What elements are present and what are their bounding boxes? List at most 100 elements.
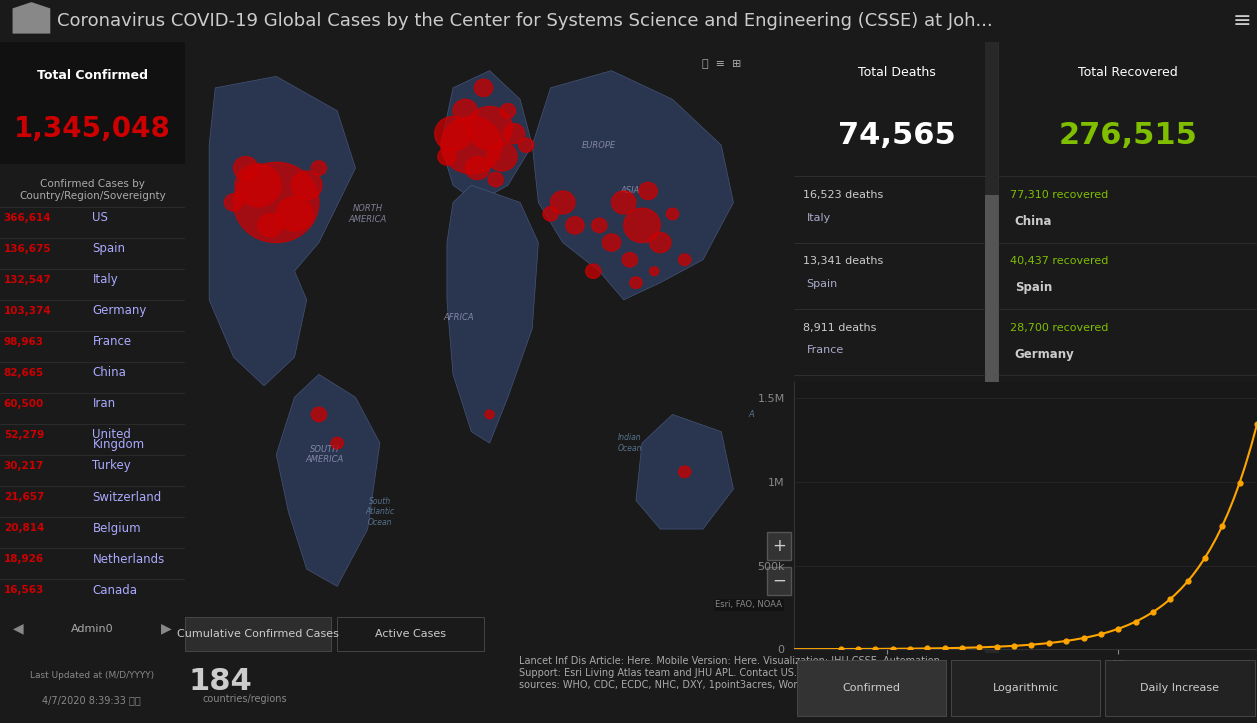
Point bbox=[1038, 637, 1058, 649]
Text: −: − bbox=[772, 572, 786, 590]
Circle shape bbox=[592, 218, 607, 233]
Text: Total Deaths: Total Deaths bbox=[859, 67, 935, 80]
Text: Spain: Spain bbox=[1014, 281, 1052, 294]
Point bbox=[1091, 628, 1111, 640]
Point bbox=[882, 643, 903, 654]
Text: Spain: Spain bbox=[93, 242, 126, 255]
Point bbox=[1212, 520, 1232, 531]
Text: 20,814: 20,814 bbox=[4, 523, 44, 533]
Point bbox=[1056, 635, 1076, 646]
Text: Iran: Iran bbox=[807, 478, 828, 488]
Point bbox=[1247, 419, 1257, 430]
Text: 77,310 recovered: 77,310 recovered bbox=[1009, 190, 1107, 200]
Text: Turkey: Turkey bbox=[93, 460, 131, 473]
Text: US: US bbox=[93, 211, 108, 224]
Circle shape bbox=[292, 171, 322, 200]
Text: Iran: Iran bbox=[93, 398, 116, 411]
Text: 24,236 recovered: 24,236 recovered bbox=[1009, 389, 1107, 399]
Circle shape bbox=[453, 99, 478, 122]
Circle shape bbox=[543, 207, 558, 221]
Text: 28,700 recovered: 28,700 recovered bbox=[1009, 322, 1107, 333]
Text: 74,565: 74,565 bbox=[838, 121, 955, 150]
Bar bbox=[337, 617, 484, 651]
Bar bbox=[185, 617, 331, 651]
Circle shape bbox=[437, 148, 456, 165]
Text: Belgium: Belgium bbox=[93, 521, 141, 534]
Text: United Kingdom: United Kingdom bbox=[807, 411, 896, 422]
Circle shape bbox=[650, 233, 671, 252]
Text: 103,374: 103,374 bbox=[4, 306, 52, 316]
Text: countries/regions: countries/regions bbox=[202, 693, 288, 703]
Text: Confirmed Cases by
Country/Region/Sovereignty: Confirmed Cases by Country/Region/Sovere… bbox=[19, 179, 166, 201]
Circle shape bbox=[441, 116, 502, 174]
Text: +: + bbox=[772, 537, 786, 555]
Text: Spain: Spain bbox=[807, 279, 838, 289]
Text: 184: 184 bbox=[189, 667, 251, 696]
Text: 19,581 recovered: 19,581 recovered bbox=[1009, 522, 1107, 531]
Text: 3,212 deaths: 3,212 deaths bbox=[803, 588, 876, 598]
Circle shape bbox=[622, 252, 637, 267]
Text: Logarithmic: Logarithmic bbox=[993, 683, 1058, 693]
Circle shape bbox=[639, 182, 657, 200]
Text: Switzerland: Switzerland bbox=[93, 490, 162, 503]
Text: 16,563: 16,563 bbox=[4, 585, 44, 595]
Circle shape bbox=[474, 80, 493, 96]
Polygon shape bbox=[277, 375, 380, 586]
Text: Italy: Italy bbox=[1014, 480, 1045, 493]
Text: 4/7/2020 8:39:33 上午: 4/7/2020 8:39:33 上午 bbox=[43, 695, 141, 705]
Point bbox=[987, 641, 1007, 652]
Text: France: France bbox=[1014, 613, 1060, 626]
Circle shape bbox=[551, 191, 574, 214]
Text: 52,279: 52,279 bbox=[4, 430, 44, 440]
Circle shape bbox=[650, 267, 659, 275]
Circle shape bbox=[500, 103, 515, 118]
Text: New York City New: New York City New bbox=[807, 544, 911, 555]
Text: South
Atlantic
Ocean: South Atlantic Ocean bbox=[366, 497, 395, 527]
Text: Netherlands: Netherlands bbox=[93, 552, 165, 565]
Circle shape bbox=[623, 208, 660, 242]
Text: 17,428 recovered: 17,428 recovered bbox=[1009, 588, 1109, 598]
Point bbox=[1178, 576, 1198, 587]
Circle shape bbox=[611, 191, 636, 214]
Circle shape bbox=[465, 157, 490, 179]
Text: 132,547: 132,547 bbox=[4, 275, 52, 285]
Circle shape bbox=[466, 106, 513, 150]
Text: Lancet Inf Dis Article: Here. Mobile Version: Here. Visualization: JHU CSSE. Aut: Lancet Inf Dis Article: Here. Mobile Ver… bbox=[519, 656, 939, 690]
Point bbox=[952, 642, 972, 654]
Circle shape bbox=[679, 466, 691, 477]
Circle shape bbox=[225, 194, 243, 211]
Text: York US: York US bbox=[807, 560, 846, 570]
Text: Italy: Italy bbox=[93, 273, 118, 286]
Text: Germany: Germany bbox=[1014, 348, 1075, 361]
Text: Admin0: Admin0 bbox=[72, 623, 113, 633]
Bar bbox=[0, 42, 185, 164]
Circle shape bbox=[331, 437, 343, 449]
Text: United: United bbox=[93, 429, 131, 442]
Polygon shape bbox=[13, 2, 50, 33]
Text: ASIA: ASIA bbox=[620, 187, 640, 195]
Point bbox=[969, 641, 989, 653]
Text: 3,485 deaths: 3,485 deaths bbox=[803, 522, 876, 531]
Text: ≡: ≡ bbox=[1233, 11, 1251, 31]
Point bbox=[1143, 607, 1163, 618]
Circle shape bbox=[679, 254, 691, 265]
Circle shape bbox=[235, 164, 280, 207]
Text: Esri, FAO, NOAA: Esri, FAO, NOAA bbox=[715, 600, 782, 609]
Text: 60,500: 60,500 bbox=[4, 399, 44, 409]
Text: Active Cases: Active Cases bbox=[375, 629, 446, 639]
Text: 3,739 deaths: 3,739 deaths bbox=[803, 455, 876, 466]
Text: 18,926: 18,926 bbox=[4, 554, 44, 564]
Text: 1,345,048: 1,345,048 bbox=[14, 116, 171, 143]
Circle shape bbox=[630, 277, 642, 288]
Text: 98,963: 98,963 bbox=[4, 337, 44, 347]
Text: EUROPE: EUROPE bbox=[582, 141, 616, 150]
Text: Last Updated at (M/D/YYYY): Last Updated at (M/D/YYYY) bbox=[30, 670, 153, 680]
Polygon shape bbox=[441, 71, 532, 202]
Text: Hubei China: Hubei China bbox=[807, 610, 875, 620]
Text: 276,515: 276,515 bbox=[1058, 121, 1198, 150]
Point bbox=[1125, 616, 1145, 628]
Text: China: China bbox=[1014, 215, 1052, 228]
Circle shape bbox=[602, 234, 621, 251]
Text: 366,614: 366,614 bbox=[4, 213, 52, 223]
Circle shape bbox=[486, 142, 517, 171]
